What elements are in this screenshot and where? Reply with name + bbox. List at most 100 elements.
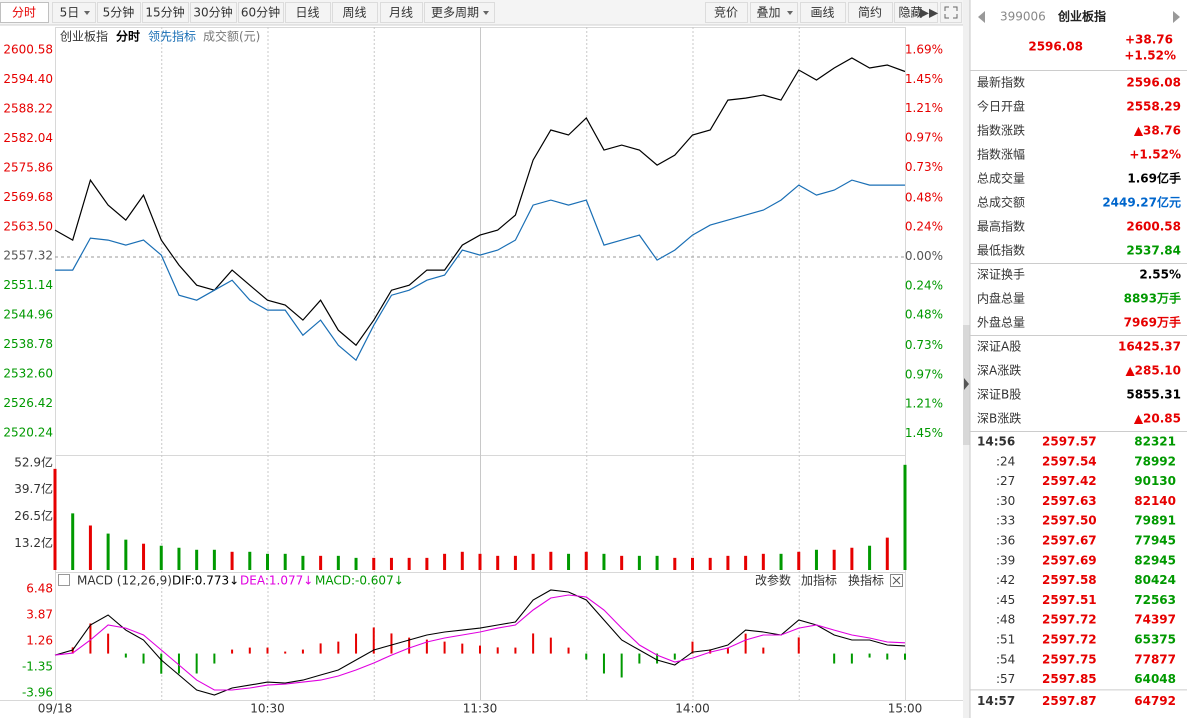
fullscreen-button[interactable]: [940, 2, 962, 23]
toolbar-label[interactable]: 15分钟: [145, 5, 184, 20]
toolbar-label[interactable]: 叠加: [756, 6, 780, 20]
toolbar-button[interactable]: [52, 2, 96, 23]
volume-bar: [513, 555, 517, 570]
toolbar-button[interactable]: [705, 2, 748, 23]
stat-label: 总成交额: [977, 195, 1025, 210]
toolbar-button[interactable]: [848, 2, 893, 23]
toolbar-label[interactable]: 竞价: [714, 6, 738, 20]
fullscreen-icon[interactable]: [944, 6, 958, 19]
toolbar-label[interactable]: 分时: [12, 6, 36, 20]
macd-bar: [213, 653, 216, 664]
toolbar-button[interactable]: [332, 2, 378, 23]
tick-price: 2597.54: [1042, 454, 1097, 468]
toolbar-label[interactable]: 月线: [389, 6, 413, 20]
indicator-icon[interactable]: [58, 574, 70, 586]
indicator-button[interactable]: 改参数: [755, 573, 791, 588]
prev-arrow[interactable]: [978, 11, 985, 23]
stat-value: 2596.08: [1126, 76, 1181, 90]
macd-bar: [620, 653, 623, 678]
macd-bar: [479, 645, 481, 654]
macd-bar: [638, 653, 641, 664]
y-tick-label: 2563.50: [3, 219, 53, 233]
toolbar-button[interactable]: [142, 2, 189, 23]
toolbar-label[interactable]: 60分钟: [241, 5, 280, 20]
macd-bar: [248, 647, 251, 654]
y-tick-label: 2551.14: [3, 278, 53, 292]
stat-label: 指数涨跌: [977, 123, 1025, 138]
toolbar-button[interactable]: [0, 2, 49, 23]
toolbar-button[interactable]: [285, 2, 331, 23]
stat-label: 深B涨跌: [977, 411, 1021, 426]
dropdown-arrow[interactable]: [787, 11, 793, 15]
dropdown-arrow[interactable]: [483, 11, 489, 15]
macd-bar: [673, 653, 676, 660]
y2-tick-label: 1.69%: [905, 43, 943, 57]
toolbar-label[interactable]: 简约: [858, 5, 882, 20]
tick-price: 2597.63: [1042, 494, 1097, 508]
macd-bar: [549, 637, 552, 654]
tick-time: :39: [996, 553, 1015, 567]
y2-tick-label: 1.21%: [905, 101, 943, 115]
toolbar-button[interactable]: [380, 2, 423, 23]
indicator-button[interactable]: 换指标: [848, 573, 884, 588]
toolbar-button[interactable]: [894, 2, 938, 23]
macd-bar: [284, 651, 287, 654]
toolbar-label[interactable]: 周线: [342, 6, 366, 20]
indicator-legend: MACD:-0.607↓: [315, 574, 404, 588]
next-arrow[interactable]: [1173, 11, 1180, 23]
toolbar-label[interactable]: 5分钟: [103, 5, 135, 20]
volume-bar: [691, 557, 694, 570]
toolbar-button[interactable]: [238, 2, 284, 23]
toolbar-button[interactable]: [800, 2, 846, 23]
collapse-arrow[interactable]: [964, 378, 969, 390]
toolbar-label[interactable]: 日线: [295, 6, 319, 20]
toolbar-label[interactable]: 30分钟: [193, 5, 232, 20]
toolbar-button[interactable]: [97, 2, 141, 23]
y-tick-label: 2520.24: [3, 425, 53, 439]
stat-value: 16425.37: [1118, 340, 1181, 354]
macd-bar: [89, 623, 92, 654]
toolbar-label[interactable]: 画线: [810, 6, 834, 20]
volume-bar: [460, 551, 464, 570]
tick-time: :57: [996, 672, 1015, 686]
macd-bar: [709, 649, 712, 654]
tick-price: 2597.51: [1042, 593, 1097, 607]
toolbar-label[interactable]: 5日: [60, 6, 80, 20]
tick-volume: 77945: [1134, 534, 1176, 548]
y-tick-label: 2594.40: [3, 72, 53, 86]
y-tick-label: 13.2亿: [14, 535, 53, 550]
toolbar-label[interactable]: 更多周期: [431, 6, 479, 20]
toolbar-label[interactable]: 隐藏: [898, 6, 922, 20]
volume-bar: [478, 553, 482, 570]
macd-bar: [301, 649, 304, 654]
y2-tick-label: 0.73%: [905, 338, 943, 352]
dropdown-arrow[interactable]: [84, 11, 90, 15]
volume-bar: [372, 557, 376, 570]
toolbar-button[interactable]: [424, 2, 495, 23]
tick-time: :51: [996, 633, 1015, 647]
tick-volume: 82321: [1134, 435, 1176, 449]
indicator-button[interactable]: 加指标: [801, 573, 837, 588]
tick-time: 14:56: [977, 435, 1015, 449]
tick-price: 2597.50: [1042, 514, 1097, 528]
close-icon[interactable]: [892, 576, 901, 585]
y-tick-label: 52.9亿: [14, 455, 53, 470]
volume-bar: [230, 551, 234, 570]
stat-label: 深证B股: [977, 388, 1021, 402]
y-tick-label: 1.26: [26, 634, 53, 648]
stat-label: 今日开盘: [977, 99, 1025, 114]
toolbar-button[interactable]: [750, 2, 798, 23]
toolbar-button[interactable]: [190, 2, 237, 23]
volume-bar: [496, 555, 500, 570]
stat-value: 2.55%: [1139, 268, 1181, 282]
volume-bar: [567, 553, 571, 570]
y2-tick-label: 0.48%: [905, 308, 943, 322]
legend-entry: 分时: [116, 29, 140, 44]
legend-entry: 领先指标: [148, 29, 196, 44]
volume-bar: [779, 553, 783, 570]
y-tick-label: 2557.32: [3, 249, 53, 263]
macd-bar: [177, 653, 180, 674]
stat-value: 2558.29: [1126, 100, 1181, 114]
